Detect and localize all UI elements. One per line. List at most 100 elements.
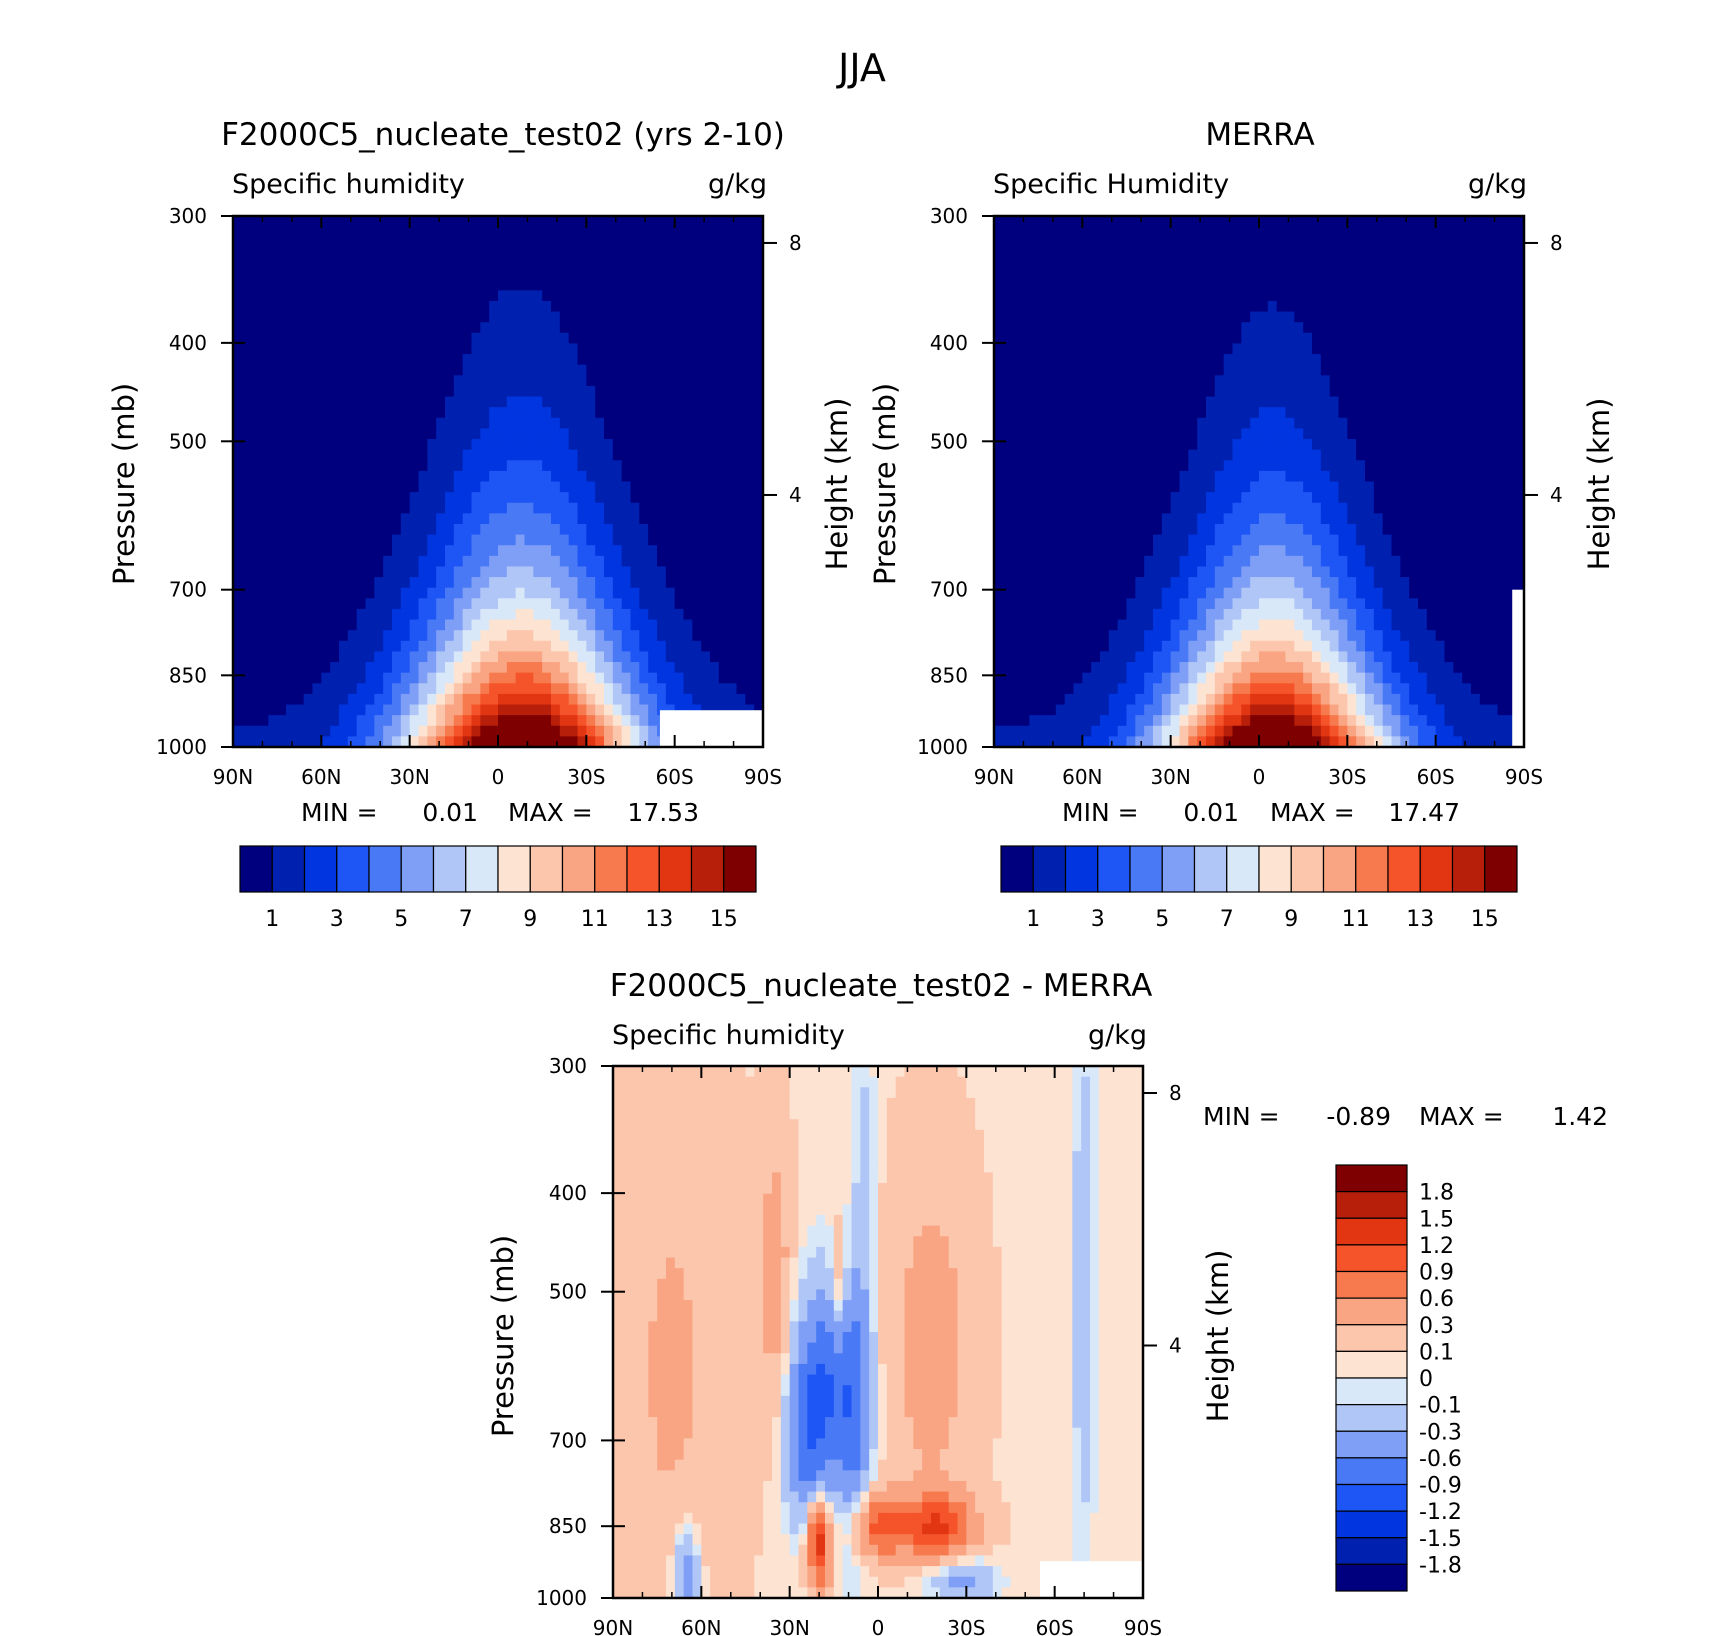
field-cell bbox=[303, 651, 314, 663]
field-cell bbox=[559, 704, 570, 716]
field-cell bbox=[542, 492, 552, 504]
field-cell bbox=[1515, 534, 1525, 546]
field-cell bbox=[559, 502, 570, 514]
field-cell bbox=[1294, 449, 1304, 461]
field-cell bbox=[515, 534, 526, 546]
field-cell bbox=[1064, 375, 1075, 387]
field-cell bbox=[312, 704, 322, 716]
field-cell bbox=[506, 354, 517, 366]
field-cell bbox=[1100, 322, 1110, 334]
field-cell bbox=[1161, 290, 1172, 302]
field-cell bbox=[294, 470, 305, 483]
field-cell bbox=[383, 226, 393, 238]
field-cell bbox=[241, 715, 252, 727]
field-cell bbox=[462, 513, 473, 525]
field-cell bbox=[489, 736, 499, 748]
field-cell bbox=[330, 226, 340, 238]
field-cell bbox=[542, 619, 552, 631]
field-cell bbox=[356, 385, 367, 398]
field-cell bbox=[356, 672, 367, 684]
field-cell bbox=[1479, 439, 1490, 451]
field-cell bbox=[674, 364, 685, 376]
field-cell bbox=[1471, 290, 1481, 302]
field-cell bbox=[1506, 417, 1516, 429]
field-cell bbox=[1029, 502, 1039, 514]
field-cell bbox=[1320, 364, 1331, 376]
field-cell bbox=[277, 566, 287, 578]
field-cell bbox=[1409, 417, 1419, 429]
field-cell bbox=[1453, 311, 1463, 323]
field-cell bbox=[736, 343, 746, 355]
field-cell bbox=[648, 226, 658, 238]
field-cell bbox=[347, 396, 358, 408]
field-cell bbox=[1064, 513, 1075, 525]
field-cell bbox=[383, 417, 393, 429]
field-cell bbox=[489, 640, 499, 653]
field-cell bbox=[1002, 449, 1013, 461]
field-cell bbox=[551, 460, 561, 472]
field-cell bbox=[1188, 343, 1198, 355]
field-cell bbox=[489, 396, 499, 408]
field-cell bbox=[1276, 375, 1287, 387]
field-cell bbox=[233, 279, 243, 291]
field-cell bbox=[533, 725, 543, 737]
field-cell bbox=[250, 385, 261, 398]
field-cell bbox=[418, 216, 428, 228]
field-cell bbox=[577, 247, 587, 260]
field-cell bbox=[480, 279, 490, 291]
field-cell bbox=[250, 364, 261, 376]
field-cell bbox=[471, 396, 481, 408]
field-cell bbox=[1303, 279, 1313, 291]
field-cell bbox=[1117, 449, 1128, 461]
field-cell bbox=[480, 269, 490, 281]
field-cell bbox=[347, 258, 358, 270]
field-cell bbox=[1471, 332, 1481, 345]
field-cell bbox=[621, 269, 632, 281]
field-cell bbox=[524, 300, 534, 313]
field-cell bbox=[259, 704, 269, 716]
field-cell bbox=[1506, 237, 1516, 249]
field-cell bbox=[1002, 354, 1013, 366]
field-cell bbox=[241, 343, 252, 355]
field-cell bbox=[639, 247, 649, 260]
field-cell bbox=[1047, 396, 1057, 408]
field-cell bbox=[339, 269, 349, 281]
field-cell bbox=[568, 736, 579, 748]
field-cell bbox=[356, 258, 367, 270]
field-cell bbox=[515, 662, 526, 674]
colorbar-label: 3 bbox=[330, 907, 344, 932]
field-cell bbox=[621, 396, 632, 408]
field-cell bbox=[1471, 385, 1481, 398]
field-cell bbox=[303, 258, 314, 270]
field-cell bbox=[692, 375, 702, 387]
field-cell bbox=[754, 492, 764, 504]
field-cell bbox=[1197, 290, 1207, 302]
field-cell bbox=[400, 364, 411, 376]
field-cell bbox=[330, 545, 340, 557]
field-cell bbox=[1214, 385, 1225, 398]
field-cell bbox=[586, 439, 596, 451]
field-cell bbox=[233, 608, 243, 621]
field-cell bbox=[462, 279, 473, 291]
field-cell bbox=[365, 534, 375, 546]
field-cell bbox=[1400, 470, 1410, 483]
field-cell bbox=[392, 492, 402, 504]
field-cell bbox=[1488, 460, 1499, 472]
field-cell bbox=[533, 237, 543, 249]
field-cell bbox=[1400, 279, 1410, 291]
field-cell bbox=[639, 566, 649, 578]
field-cell bbox=[259, 311, 269, 323]
field-cell bbox=[1047, 545, 1057, 557]
field-cell bbox=[383, 237, 393, 249]
field-cell bbox=[1047, 513, 1057, 525]
field-cell bbox=[542, 311, 552, 323]
field-cell bbox=[727, 332, 738, 345]
field-cell bbox=[506, 290, 517, 302]
field-cell bbox=[1365, 279, 1375, 291]
field-cell bbox=[339, 407, 349, 419]
field-cell bbox=[736, 608, 746, 621]
field-cell bbox=[1338, 460, 1348, 472]
field-cell bbox=[1135, 290, 1145, 302]
field-cell bbox=[1082, 279, 1092, 291]
field-cell bbox=[286, 523, 296, 536]
